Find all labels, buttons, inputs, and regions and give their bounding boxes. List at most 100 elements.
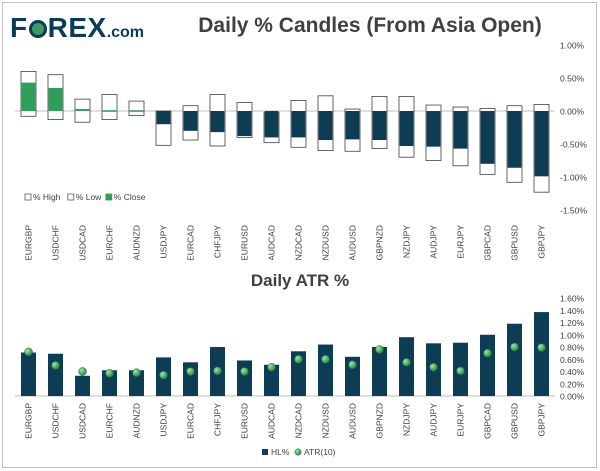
x-tick-label: USDCAD bbox=[78, 225, 88, 260]
close-bar bbox=[264, 111, 279, 138]
hl-bar bbox=[237, 360, 252, 396]
x-tick-label: AUDCAD bbox=[267, 403, 277, 439]
x-tick-label: AUDNZD bbox=[132, 403, 142, 438]
y-tick-label: 0.50% bbox=[560, 74, 585, 84]
x-tick-label: GBPCAD bbox=[483, 403, 493, 439]
atr-marker bbox=[159, 370, 168, 380]
x-tick-label: GBPJPY bbox=[537, 403, 547, 437]
hl-bar bbox=[291, 351, 306, 396]
y-tick-label: 0.80% bbox=[560, 343, 585, 353]
close-bar bbox=[453, 111, 468, 149]
y-tick-label: 0.20% bbox=[560, 379, 585, 389]
legend-label: HL% bbox=[271, 447, 290, 457]
legend-label: % High bbox=[33, 192, 61, 202]
close-bar bbox=[426, 111, 441, 147]
atr-legend: HL% ATR(10) bbox=[262, 447, 336, 457]
legend-swatch bbox=[105, 193, 113, 201]
x-tick-label: EURGBP bbox=[24, 403, 34, 439]
close-bar bbox=[291, 111, 306, 138]
y-tick-label: 1.00% bbox=[560, 41, 585, 51]
close-bar bbox=[210, 111, 225, 133]
y-tick-label: 0.40% bbox=[560, 367, 585, 377]
x-tick-label: GBPNZD bbox=[375, 403, 385, 438]
x-tick-label: USDCHF bbox=[51, 225, 61, 260]
atr-marker bbox=[537, 343, 546, 352]
x-tick-label: NZDUSD bbox=[321, 225, 331, 260]
atr-marker bbox=[51, 361, 60, 370]
atr-marker bbox=[510, 342, 519, 352]
y-tick-label: -0.50% bbox=[560, 140, 587, 150]
x-tick-label: USDJPY bbox=[159, 403, 169, 437]
atr-marker bbox=[456, 366, 465, 376]
hl-bar bbox=[372, 347, 387, 396]
hl-bar bbox=[21, 352, 36, 396]
x-tick-label: EURUSD bbox=[240, 403, 250, 439]
x-tick-label: AUDCAD bbox=[267, 225, 277, 260]
atr-marker bbox=[105, 369, 114, 378]
close-bar bbox=[21, 82, 36, 111]
y-tick-label: 1.00% bbox=[560, 330, 585, 340]
x-tick-label: EURCHF bbox=[105, 403, 115, 438]
hl-bar bbox=[318, 344, 333, 396]
hl-bar bbox=[129, 370, 144, 396]
x-tick-label: GBPCAD bbox=[483, 225, 493, 260]
y-tick-label: 0.00% bbox=[560, 107, 585, 117]
close-bar bbox=[480, 111, 495, 164]
x-tick-label: EURCAD bbox=[186, 403, 196, 439]
legend-label: ATR(10) bbox=[304, 447, 336, 457]
x-tick-label: EURGBP bbox=[24, 225, 34, 260]
y-tick-label: -1.00% bbox=[560, 173, 587, 183]
atr-marker bbox=[294, 355, 303, 364]
x-tick-label: CHFJPY bbox=[213, 403, 223, 436]
x-tick-label: GBPUSD bbox=[510, 225, 520, 260]
close-bar bbox=[237, 111, 252, 137]
x-tick-label: GBPUSD bbox=[510, 403, 520, 439]
atr-marker bbox=[78, 367, 87, 376]
close-bar bbox=[399, 111, 414, 146]
atr-marker bbox=[429, 362, 438, 372]
close-bar bbox=[507, 111, 522, 168]
legend-label: % Close bbox=[114, 192, 146, 202]
logo-text-pre: F bbox=[10, 12, 28, 43]
close-bar bbox=[183, 111, 198, 131]
atr-marker bbox=[213, 366, 222, 376]
close-bar bbox=[345, 111, 360, 140]
candles-chart: 1.00% 0.50% 0.00% -0.50% -1.00% -1.50% EURGBP U… bbox=[15, 41, 587, 260]
atr-chart-title: Daily ATR % bbox=[250, 271, 350, 290]
y-tick-label: -1.50% bbox=[560, 206, 587, 216]
close-bar bbox=[102, 110, 117, 112]
x-tick-label: AUDNZD bbox=[132, 225, 142, 260]
x-tick-label: NZDJPY bbox=[402, 403, 412, 436]
x-tick-label: EURJPY bbox=[456, 225, 466, 259]
x-tick-label: USDCHF bbox=[51, 403, 61, 438]
legend-label: % Low bbox=[76, 192, 102, 202]
atr-marker bbox=[186, 367, 195, 376]
hl-bar bbox=[264, 364, 279, 396]
range-box bbox=[128, 100, 145, 117]
atr-marker bbox=[375, 345, 384, 354]
hl-bar bbox=[102, 370, 117, 396]
atr-marker bbox=[483, 348, 492, 358]
hl-bar bbox=[507, 323, 522, 396]
x-tick-label: NZDJPY bbox=[402, 225, 412, 258]
hl-bar bbox=[48, 353, 63, 396]
x-tick-label: EURUSD bbox=[240, 225, 250, 260]
y-tick-label: 1.20% bbox=[560, 318, 585, 328]
close-bar bbox=[48, 87, 63, 111]
x-tick-label: EURCAD bbox=[186, 225, 196, 260]
x-tick-label: AUDJPY bbox=[429, 225, 439, 259]
range-box bbox=[101, 94, 118, 120]
atr-marker bbox=[24, 347, 33, 357]
x-tick-label: GBPJPY bbox=[537, 225, 547, 259]
atr-marker bbox=[132, 368, 141, 377]
x-tick-label: AUDUSD bbox=[348, 225, 358, 260]
close-bar bbox=[372, 111, 387, 141]
x-tick-label: EURCHF bbox=[105, 225, 115, 260]
candles-chart-title: Daily % Candles (From Asia Open) bbox=[198, 14, 542, 37]
hl-bar bbox=[399, 337, 414, 396]
atr-marker bbox=[240, 367, 249, 376]
x-tick-label: AUDJPY bbox=[429, 403, 439, 437]
close-bar bbox=[156, 111, 171, 125]
